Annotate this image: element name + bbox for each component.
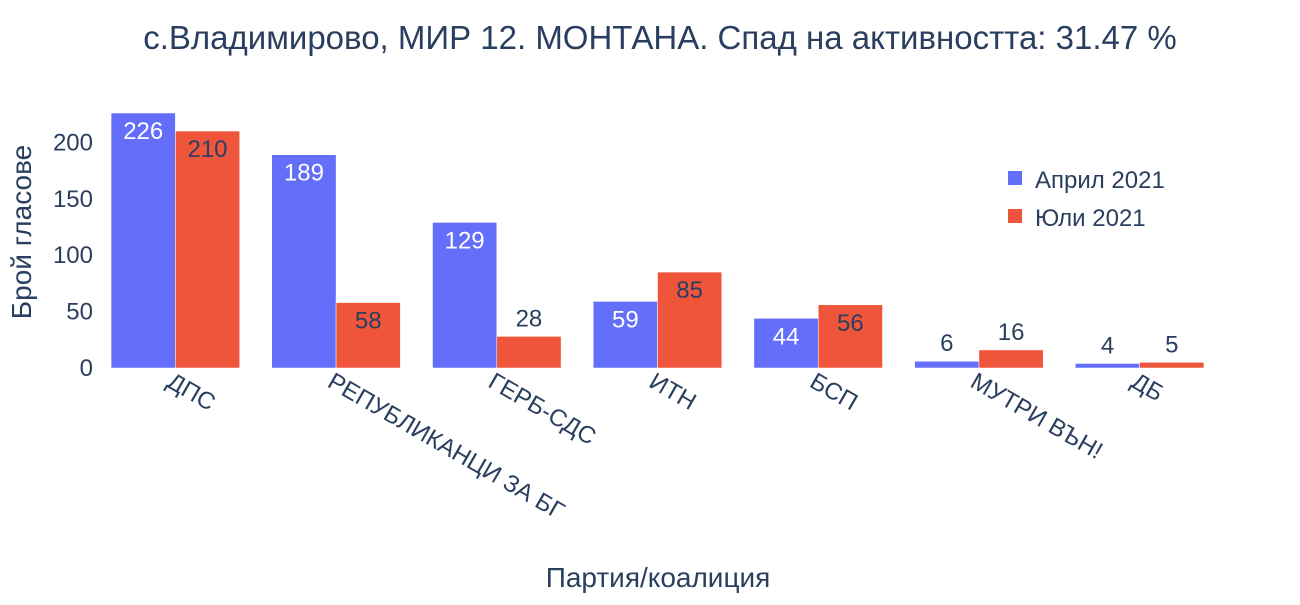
bars [110, 112, 1205, 369]
x-axis-label: Партия/коалиция [546, 562, 771, 593]
bar-july-1 [335, 302, 401, 369]
bar-value-label: 28 [516, 305, 543, 332]
bar-april-6 [1075, 363, 1140, 369]
bar-value-labels: 226 210 189 58 129 28 59 85 44 56 6 16 4 5 [123, 118, 1178, 359]
y-tick-label: 100 [53, 242, 93, 269]
bar-april-1 [271, 154, 337, 369]
y-axis-ticks: 0 50 100 150 200 [53, 129, 93, 382]
bar-value-label: 5 [1165, 331, 1178, 358]
x-tick-label: ДПС [162, 368, 220, 417]
legend-label: Юли 2021 [1035, 205, 1146, 232]
y-tick-label: 50 [66, 299, 93, 326]
bar-april-2 [432, 222, 498, 369]
bar-value-label: 59 [612, 306, 639, 333]
x-tick-label: ИТН [645, 368, 701, 416]
legend-swatch [1008, 209, 1022, 223]
bar-april-0 [110, 112, 176, 369]
bar-value-label: 58 [355, 308, 382, 335]
y-tick-label: 0 [80, 355, 93, 382]
legend-label: Април 2021 [1035, 167, 1165, 194]
x-tick-label: МУТРИ ВЪН! [966, 368, 1107, 465]
legend-swatch [1008, 171, 1022, 185]
bar-july-0 [175, 130, 240, 369]
bar-value-label: 189 [284, 160, 324, 187]
bar-value-label: 85 [676, 277, 703, 304]
bar-value-label: 226 [123, 118, 163, 145]
bar-july-2 [496, 336, 562, 369]
x-tick-label: ГЕРБ-СДС [484, 368, 601, 451]
legend: Април 2021 Юли 2021 [1008, 167, 1165, 232]
bar-value-label: 16 [998, 319, 1025, 346]
bar-july-3 [657, 271, 723, 369]
bar-value-label: 129 [445, 227, 485, 254]
bar-value-label: 6 [940, 330, 953, 357]
y-tick-label: 150 [53, 186, 93, 213]
bar-value-label: 44 [773, 323, 800, 350]
y-axis-label: Брой гласове [6, 145, 37, 319]
bar-july-6 [1139, 362, 1205, 369]
bar-april-4 [753, 318, 819, 369]
x-tick-label: БСП [805, 368, 862, 416]
bar-july-4 [817, 304, 883, 369]
bar-value-label: 210 [187, 136, 227, 163]
bar-july-5 [978, 349, 1044, 369]
bar-april-3 [592, 301, 658, 369]
chart-title: с.Владимирово, МИР 12. МОНТАНА. Спад на … [143, 19, 1177, 56]
bar-value-label: 56 [837, 310, 864, 337]
x-tick-label: ДБ [1127, 368, 1168, 407]
bar-april-5 [914, 360, 980, 369]
bar-value-label: 4 [1101, 332, 1114, 359]
y-tick-label: 200 [53, 129, 93, 156]
